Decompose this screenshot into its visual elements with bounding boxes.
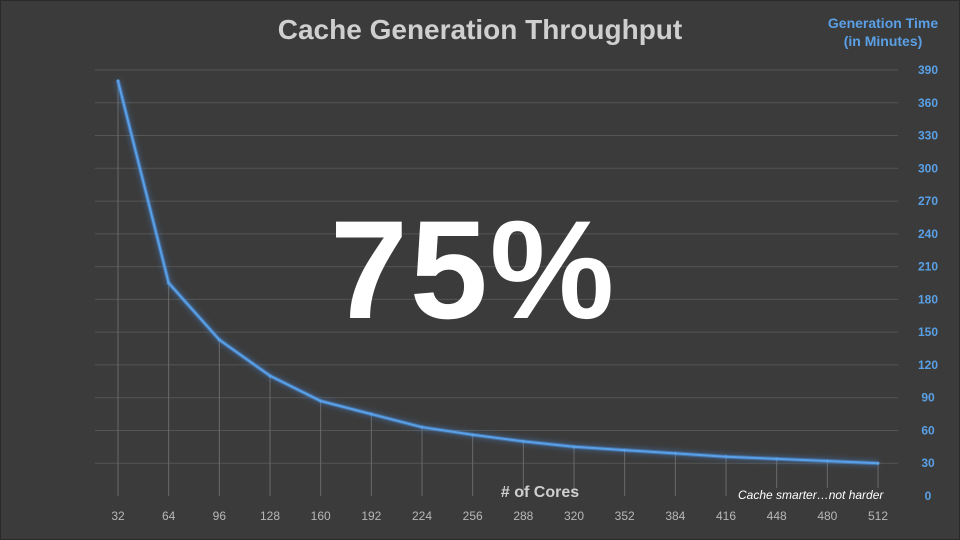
x-tick-label: 320: [564, 509, 584, 523]
x-tick-label: 448: [767, 509, 787, 523]
data-point: [471, 433, 475, 437]
y-tick-label: 390: [918, 63, 938, 77]
data-point: [825, 459, 829, 463]
x-tick-label: 512: [868, 509, 888, 523]
x-tick-label: 352: [615, 509, 635, 523]
x-tick-label: 384: [665, 509, 685, 523]
data-point: [268, 374, 272, 378]
y-tick-label: 60: [921, 423, 935, 437]
x-tick-label: 192: [361, 509, 381, 523]
x-tick-label: 96: [213, 509, 227, 523]
x-tick-label: 480: [817, 509, 837, 523]
y-tick-label: 300: [918, 161, 938, 175]
y-tick-label: 210: [918, 260, 938, 274]
data-point: [116, 79, 120, 83]
y-tick-label: 180: [918, 292, 938, 306]
x-axis-label: # of Cores: [500, 484, 580, 501]
x-tick-label: 224: [412, 509, 432, 523]
x-tick-label: 256: [463, 509, 483, 523]
y-tick-label: 0: [925, 489, 932, 503]
data-point: [724, 455, 728, 459]
tagline: Cache smarter…not harder: [736, 488, 886, 502]
x-tick-label: 128: [260, 509, 280, 523]
data-point: [369, 412, 373, 416]
y-tick-label: 90: [921, 391, 935, 405]
x-tick-label: 416: [716, 509, 736, 523]
y-tick-label: 240: [918, 227, 938, 241]
y-tick-label: 30: [921, 456, 935, 470]
x-tick-label: 32: [111, 509, 125, 523]
data-point: [217, 338, 221, 342]
data-point: [167, 281, 171, 285]
x-tick-label: 288: [513, 509, 533, 523]
series-line: [117, 80, 879, 465]
y-tick-label: 330: [918, 129, 938, 143]
x-tick-label: 160: [311, 509, 331, 523]
chart-title: Cache Generation Throughput: [277, 14, 683, 45]
data-point: [876, 461, 880, 465]
y-axis-label: Generation Time (in Minutes): [827, 15, 939, 49]
headline-percentage: 75%: [330, 191, 617, 348]
data-point: [572, 445, 576, 449]
data-point: [319, 399, 323, 403]
y-tick-label: 360: [918, 96, 938, 110]
data-point: [623, 448, 627, 452]
data-point: [673, 451, 677, 455]
data-point: [775, 457, 779, 461]
data-point: [521, 439, 525, 443]
y-tick-label: 150: [918, 325, 938, 339]
data-point: [420, 425, 424, 429]
y-tick-label: 270: [918, 194, 938, 208]
x-tick-label: 64: [162, 509, 176, 523]
y-tick-label: 120: [918, 358, 938, 372]
